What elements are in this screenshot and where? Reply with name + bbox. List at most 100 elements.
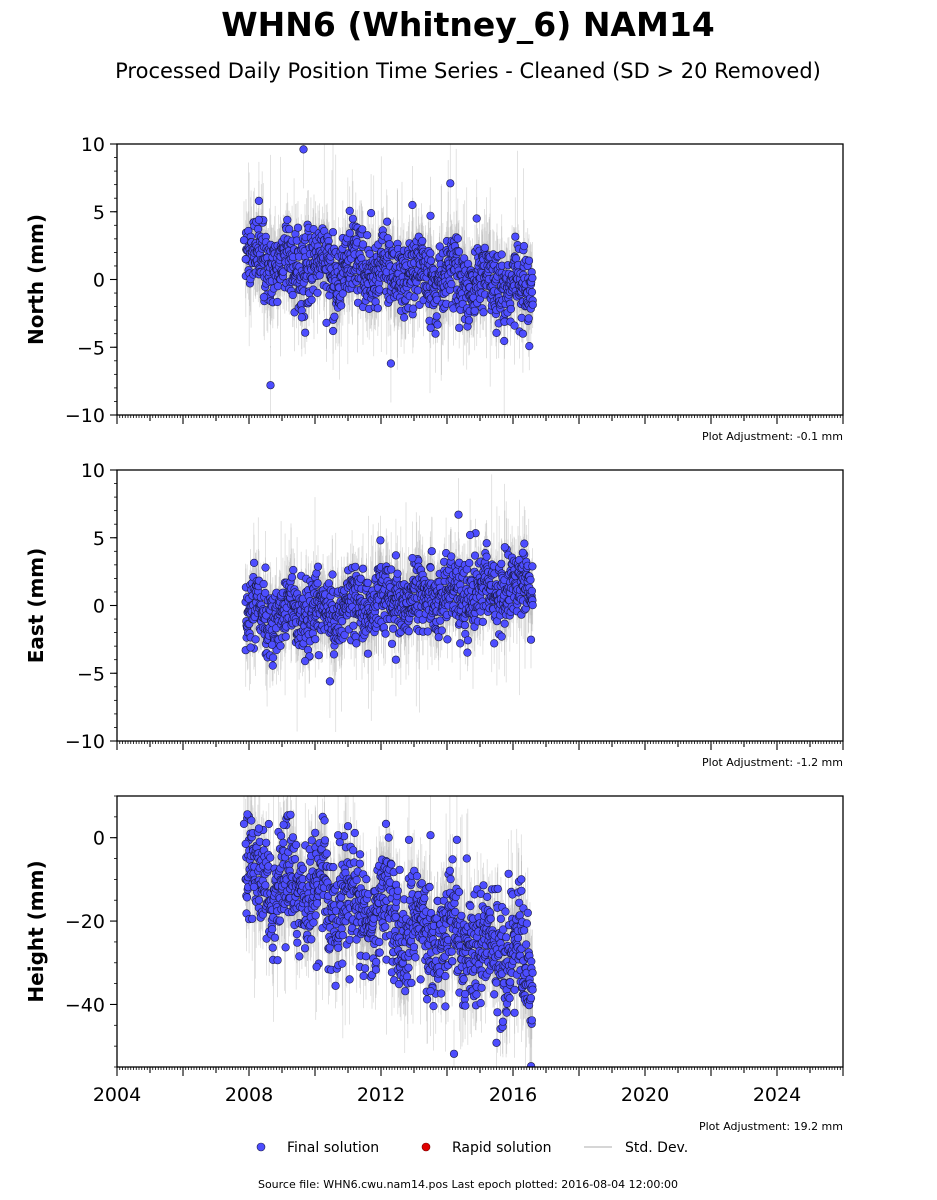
data-point	[528, 273, 537, 283]
data-point	[268, 661, 277, 670]
data-point	[447, 552, 456, 561]
data-point	[363, 578, 372, 588]
data-point	[307, 295, 316, 305]
y-tick-label: 5	[93, 202, 105, 224]
data-point	[293, 223, 303, 232]
data-point	[408, 553, 417, 563]
data-point	[426, 323, 435, 333]
data-point	[259, 293, 269, 302]
data-point	[527, 288, 537, 297]
data-point	[373, 304, 382, 313]
data-point	[287, 573, 297, 582]
data-point	[479, 308, 488, 317]
data-point	[338, 617, 347, 626]
data-point	[413, 286, 423, 295]
data-point	[431, 329, 440, 338]
data-point	[423, 627, 432, 636]
data-point	[400, 313, 409, 322]
data-point	[365, 249, 374, 258]
data-point	[273, 282, 283, 291]
data-point	[273, 297, 282, 307]
data-point	[426, 211, 435, 220]
data-point	[301, 656, 310, 666]
data-point	[385, 240, 394, 249]
data-point	[315, 271, 324, 280]
data-point	[497, 632, 506, 641]
data-point	[470, 551, 480, 560]
data-point	[254, 215, 263, 224]
data-point	[524, 314, 533, 323]
data-point	[259, 579, 268, 589]
data-point	[289, 565, 298, 575]
data-point	[387, 565, 396, 574]
data-point	[500, 619, 509, 628]
data-point	[376, 536, 385, 545]
data-point	[363, 649, 373, 658]
data-point	[383, 217, 392, 226]
data-point	[426, 563, 435, 572]
data-point	[427, 547, 436, 556]
data-point	[358, 564, 368, 573]
data-point	[386, 359, 396, 368]
data-point	[299, 145, 308, 154]
north-final-points	[239, 145, 537, 390]
data-point	[351, 562, 360, 571]
data-point	[241, 255, 250, 264]
data-point	[358, 225, 367, 234]
y-tick-label: −10	[65, 405, 105, 427]
data-point	[268, 640, 277, 649]
data-point	[375, 285, 384, 294]
data-point	[465, 558, 474, 568]
data-point	[527, 586, 537, 596]
data-point	[325, 677, 335, 686]
data-point	[283, 215, 292, 224]
data-point	[329, 650, 339, 659]
data-point	[254, 196, 263, 205]
data-point	[328, 228, 338, 237]
data-point	[500, 336, 509, 346]
data-point	[251, 635, 260, 644]
data-point	[387, 639, 397, 648]
data-point	[313, 288, 322, 298]
data-point	[358, 240, 368, 249]
data-point	[239, 236, 249, 245]
data-point	[312, 569, 321, 578]
data-point	[311, 635, 320, 644]
data-point	[433, 320, 442, 329]
data-point	[497, 250, 506, 259]
data-point	[524, 256, 534, 265]
data-point	[285, 225, 294, 234]
data-point	[337, 301, 346, 310]
data-point	[269, 653, 278, 662]
data-point	[418, 236, 427, 246]
data-point	[297, 313, 306, 322]
data-point	[480, 243, 490, 252]
data-point	[454, 510, 463, 519]
data-point	[345, 229, 354, 238]
data-point	[528, 300, 537, 309]
data-point	[519, 242, 529, 251]
data-point	[482, 552, 491, 561]
data-point	[330, 312, 339, 321]
data-point	[518, 329, 528, 338]
data-point	[500, 543, 509, 552]
data-point	[408, 200, 417, 210]
east-final-points	[241, 510, 537, 686]
data-point	[328, 570, 337, 579]
data-point	[363, 231, 372, 240]
data-point	[345, 206, 354, 215]
data-point	[356, 574, 365, 583]
data-point	[520, 539, 529, 548]
data-point	[464, 316, 474, 325]
data-point	[510, 321, 519, 330]
data-point	[313, 562, 323, 571]
data-point	[329, 326, 338, 336]
data-point	[281, 632, 290, 641]
y-tick-label: 0	[93, 270, 105, 292]
data-point	[276, 641, 285, 651]
data-point	[470, 306, 479, 316]
data-point	[349, 621, 358, 630]
data-point	[250, 558, 259, 568]
data-point	[404, 627, 413, 636]
